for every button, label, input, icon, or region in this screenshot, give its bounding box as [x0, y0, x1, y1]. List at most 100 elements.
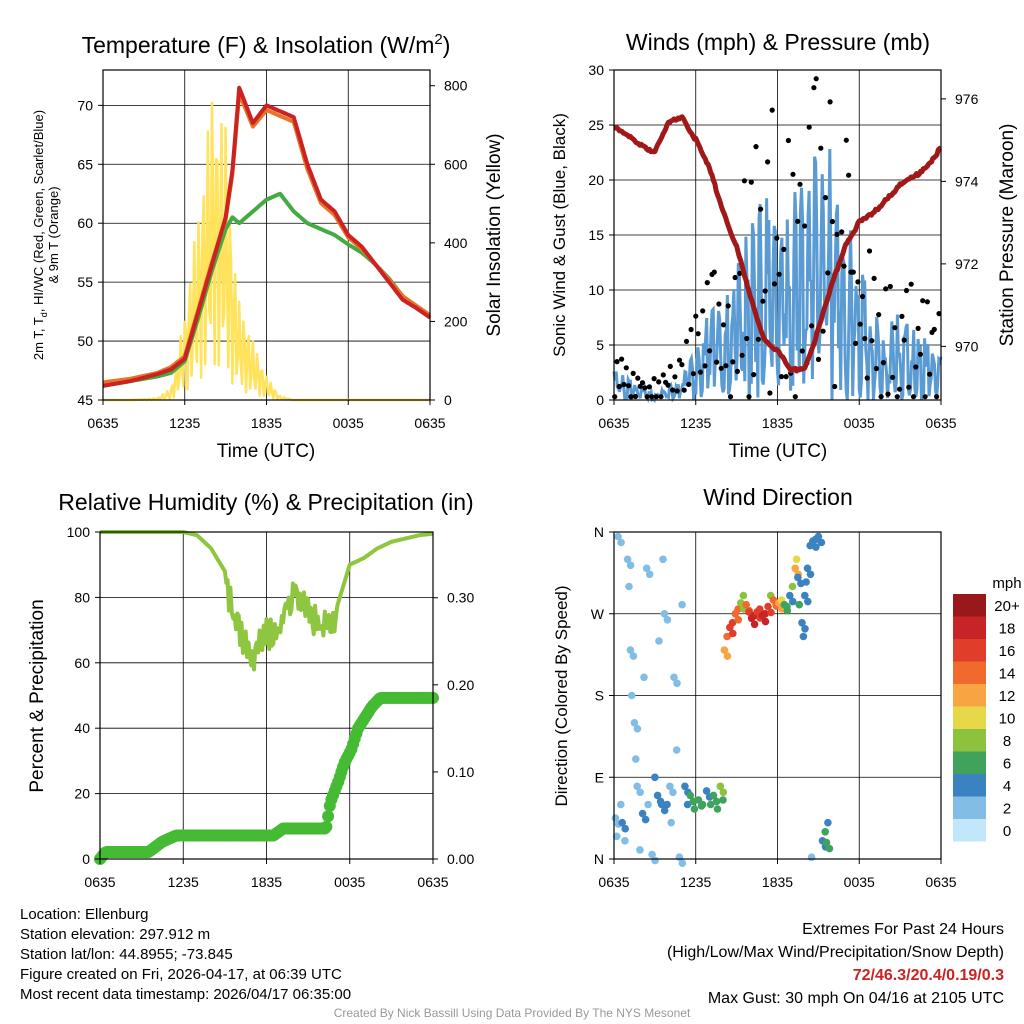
x-tick-label: 0635	[414, 415, 445, 431]
gust-point	[734, 368, 741, 374]
y-tick-label: 15	[588, 227, 604, 243]
gust-point	[732, 274, 738, 281]
gust-point	[903, 287, 910, 294]
x-tick-label: 1235	[680, 874, 711, 890]
direction-point	[720, 646, 729, 654]
x-tick-label: 1835	[762, 874, 793, 890]
gust-point	[755, 336, 761, 342]
gust-point	[630, 370, 636, 376]
direction-point	[659, 555, 667, 564]
direction-point	[719, 796, 727, 804]
gust-point	[727, 394, 734, 400]
wind-direction-title: Wind Direction	[703, 484, 853, 510]
x-tick-label: 0035	[844, 415, 875, 431]
gust-point	[813, 76, 819, 82]
x-tick-label: 0635	[87, 415, 118, 431]
x-tick-label: 0635	[925, 874, 956, 890]
y-tick-label: 0	[596, 392, 604, 408]
gust-point	[725, 303, 731, 309]
gust-point	[672, 374, 678, 380]
humidity-y-label: Percent & Precipitation	[27, 599, 48, 792]
station-latlon: Station lat/lon: 44.8955; -73.845	[20, 946, 233, 963]
legend-label: 12	[999, 688, 1016, 705]
extremes-values: 72/46.3/20.4/0.19/0.3	[852, 967, 1004, 984]
pressure-y-label: Station Pressure (Maroon)	[997, 124, 1018, 347]
direction-point	[626, 561, 635, 570]
legend-label: 14	[999, 666, 1016, 683]
precip-y-ticks: 0.00 0.10 0.20 0.30	[433, 590, 474, 867]
gust-point	[642, 385, 648, 391]
direction-point	[686, 791, 695, 800]
gust-point	[913, 364, 919, 370]
gust-point	[885, 391, 891, 397]
gust-point	[753, 144, 759, 150]
gust-point	[686, 381, 692, 387]
humidity-series	[94, 530, 439, 865]
y2-tick-label: 800	[444, 78, 468, 94]
gust-point	[744, 335, 750, 342]
direction-point	[614, 532, 622, 541]
gust-point	[748, 179, 754, 185]
gust-point	[783, 374, 789, 380]
y-tick-label: 45	[77, 392, 93, 408]
gust-point	[665, 382, 671, 388]
gust-point	[614, 359, 620, 365]
gust-point	[688, 326, 694, 333]
direction-point	[719, 788, 728, 797]
temperature-x-label: Time (UTC)	[217, 441, 316, 462]
y-tick-label: 25	[588, 117, 604, 133]
y-tick-label: 50	[77, 333, 93, 349]
y-tick-label: 10	[588, 282, 604, 298]
direction-point	[729, 629, 737, 638]
gust-point	[619, 356, 625, 362]
winds-pressure-chart: Winds (mph) & Pressure (mb) 0 5 10 15 20 25 30…	[550, 29, 1018, 462]
legend-swatch	[953, 751, 986, 774]
wind-direction-y-ticks: N E S W N	[591, 524, 614, 867]
gust-point	[681, 387, 687, 393]
gust-point	[802, 223, 808, 229]
gust-point	[718, 365, 724, 371]
gust-point	[906, 384, 912, 390]
direction-point	[792, 555, 801, 564]
gust-point	[829, 218, 836, 225]
gust-point	[646, 384, 653, 390]
gust-point	[869, 338, 875, 344]
gust-point	[834, 231, 840, 237]
direction-point	[670, 673, 678, 682]
legend-label: 8	[1003, 733, 1011, 750]
direction-point	[799, 632, 808, 641]
x-tick-label: 0035	[844, 874, 875, 890]
direction-point	[734, 605, 742, 613]
legend-swatch	[953, 774, 986, 797]
x-tick-label: 1235	[680, 415, 711, 431]
direction-point	[660, 806, 669, 815]
gust-point	[910, 394, 917, 400]
y-tick-label: 70	[77, 97, 93, 113]
legend-swatch	[953, 616, 986, 639]
gust-point	[811, 85, 817, 91]
direction-point	[801, 591, 809, 600]
gust-point	[674, 388, 680, 394]
gust-point	[864, 375, 870, 381]
direction-point	[734, 616, 743, 624]
gust-point	[795, 218, 801, 224]
direction-point	[678, 859, 687, 867]
gust-point	[716, 301, 722, 307]
gust-point	[695, 331, 701, 337]
direction-point	[798, 619, 806, 627]
direction-point	[709, 791, 718, 800]
direction-point	[623, 555, 632, 564]
gust-point	[651, 376, 657, 382]
direction-point	[804, 597, 812, 606]
y-tick-label: 20	[74, 786, 90, 802]
gust-point	[658, 394, 664, 400]
gust-point	[751, 372, 757, 378]
y-tick-label: 5	[596, 337, 604, 353]
gust-point	[917, 351, 924, 357]
gust-point	[639, 380, 646, 386]
gust-point	[915, 325, 921, 331]
direction-point	[651, 773, 659, 782]
series-pressure	[612, 114, 943, 374]
direction-point	[667, 818, 675, 827]
x-tick-label: 1235	[168, 874, 199, 890]
